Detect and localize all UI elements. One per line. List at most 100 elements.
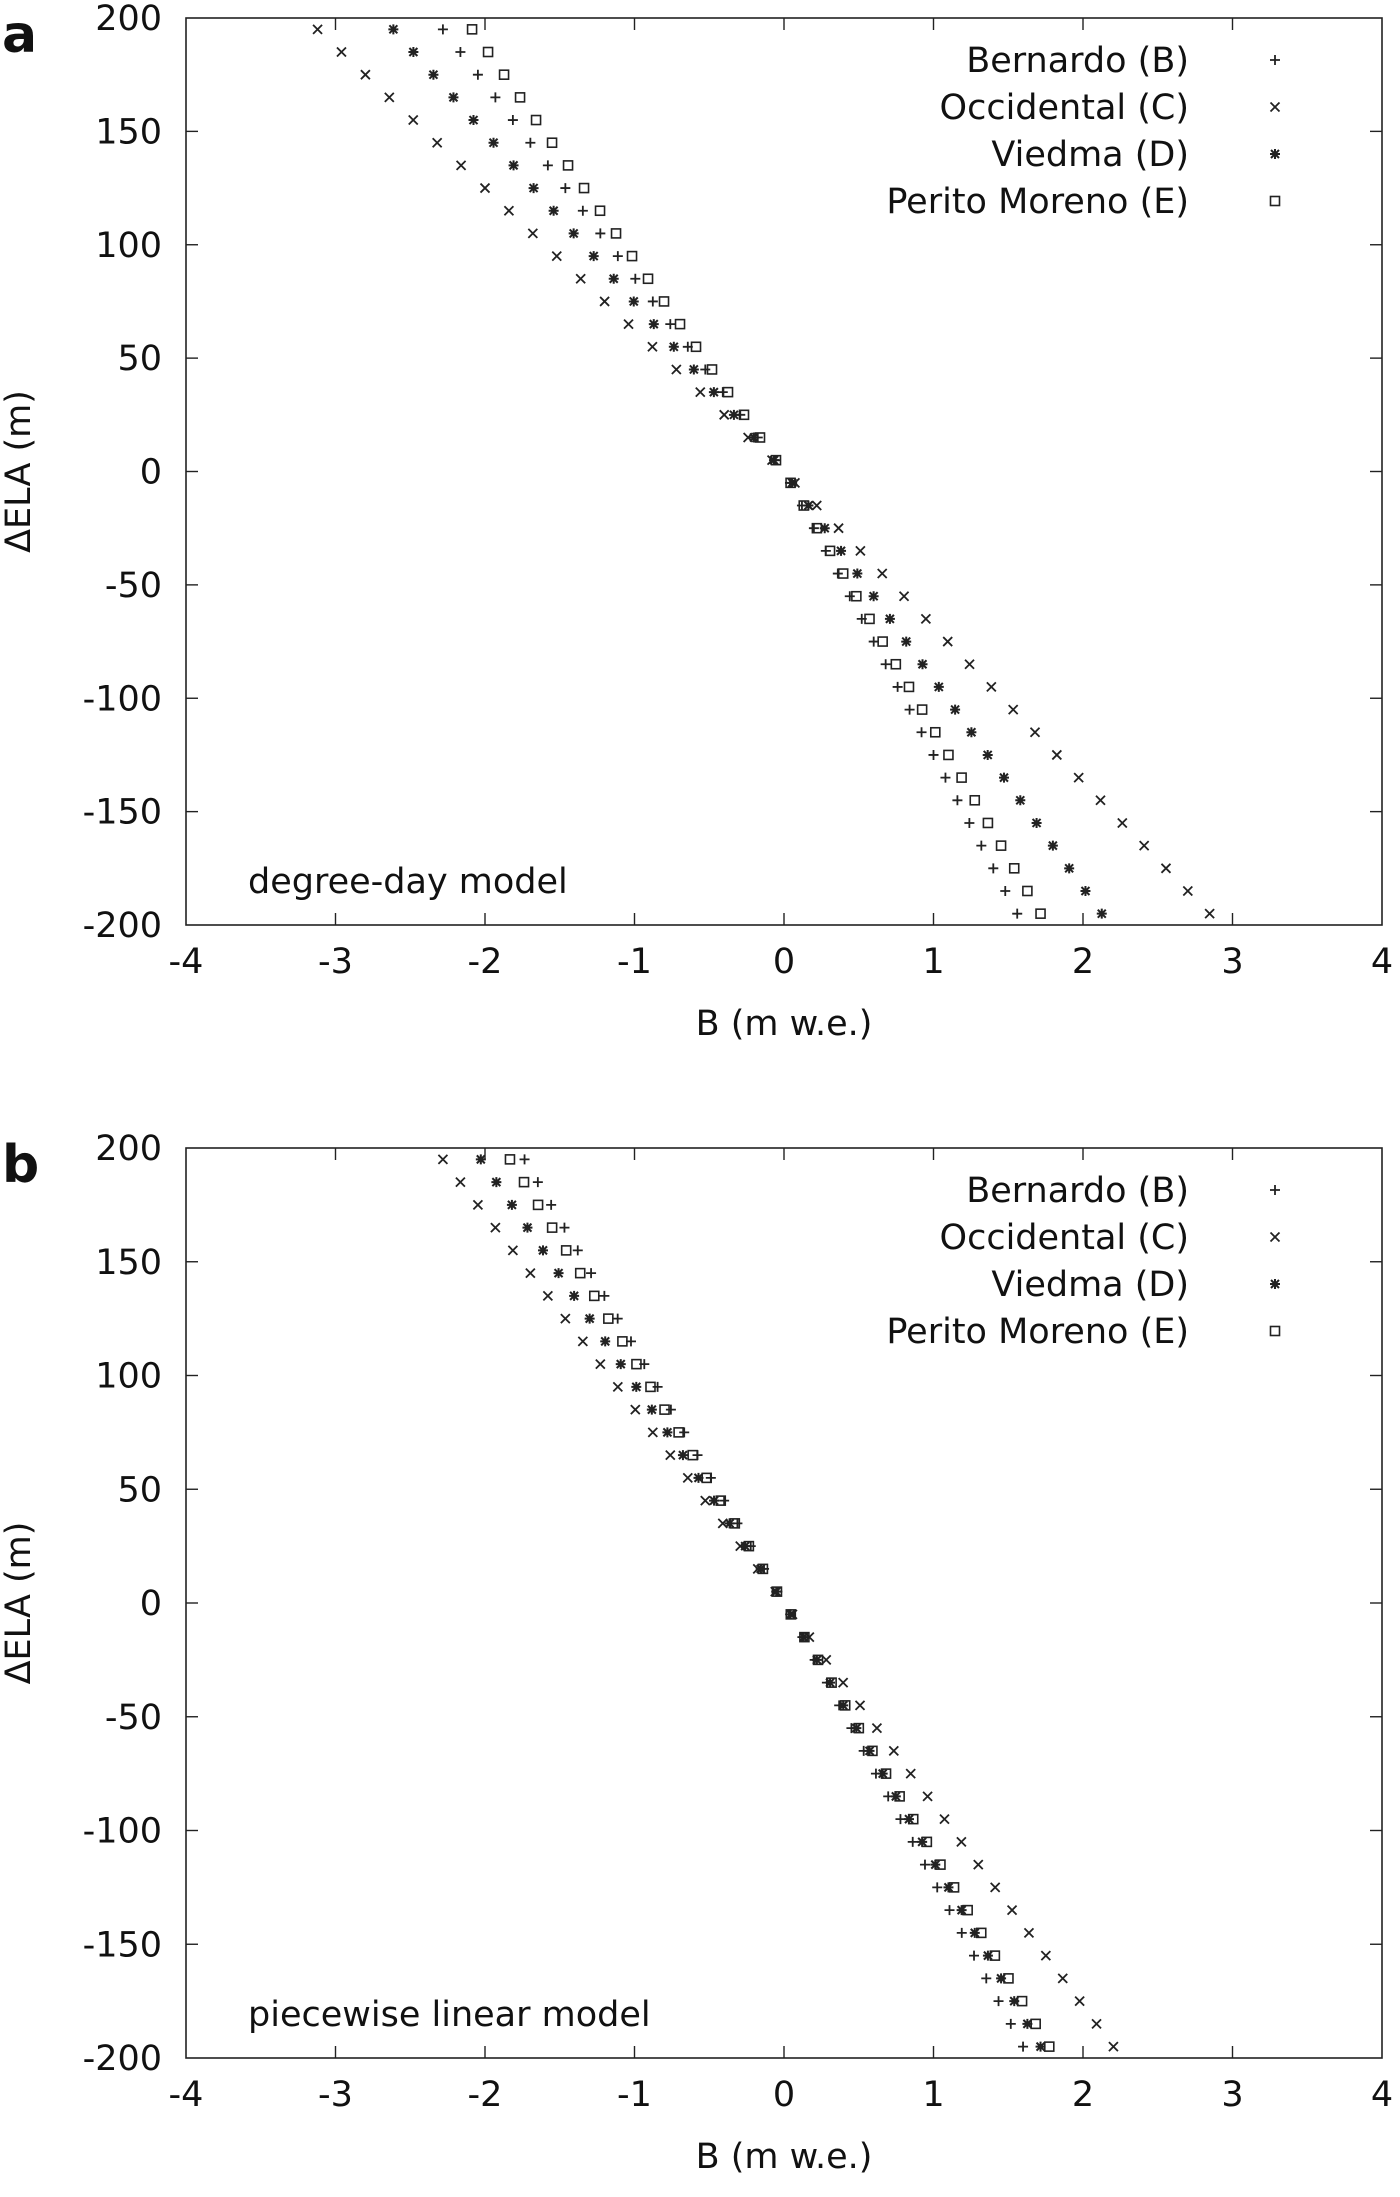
data-point [658, 296, 670, 307]
data-point [864, 613, 875, 625]
series-star [475, 1154, 1046, 2052]
data-point [982, 749, 993, 760]
x-tick-label: -3 [318, 942, 353, 982]
data-point [864, 1745, 875, 1756]
data-point [785, 1609, 797, 1620]
data-point [853, 1722, 865, 1734]
data-point [612, 251, 623, 262]
data-point [551, 250, 562, 262]
data-point [976, 840, 987, 851]
x-tick-label: 0 [773, 2075, 795, 2115]
data-point [612, 1313, 623, 1324]
data-point [1000, 885, 1011, 896]
data-point [1018, 2041, 1029, 2052]
data-point [722, 386, 734, 398]
data-point [785, 477, 796, 489]
data-point [584, 1313, 595, 1324]
data-point [1005, 2018, 1016, 2029]
data-point [837, 568, 849, 579]
data-point [577, 205, 588, 216]
data-point [868, 636, 879, 647]
data-point [1117, 817, 1128, 829]
data-point [1008, 704, 1019, 715]
data-point [631, 1358, 642, 1370]
panel-label: b [2, 1135, 39, 1195]
data-point [871, 1722, 883, 1734]
data-point [336, 46, 347, 58]
legend-marker [1270, 1185, 1280, 1195]
data-point [812, 1654, 824, 1666]
x-tick-label: 2 [1072, 942, 1094, 982]
y-tick-label: -100 [83, 1812, 162, 1852]
data-point [1022, 885, 1033, 897]
data-point [1091, 2018, 1102, 2030]
data-point [719, 409, 730, 420]
data-point [504, 1154, 516, 1165]
data-point [1029, 727, 1041, 738]
data-point [695, 387, 706, 398]
data-point [647, 341, 658, 352]
data-point [973, 1859, 984, 1870]
data-point [824, 545, 836, 557]
data-point [645, 1381, 656, 1393]
data-point [1139, 840, 1150, 851]
data-point [628, 296, 639, 307]
data-point [1043, 2041, 1055, 2052]
data-point [514, 92, 526, 103]
x-tick-label: -4 [169, 942, 204, 982]
data-point [1051, 749, 1062, 761]
data-point [693, 1472, 704, 1483]
data-point [868, 591, 879, 602]
data-point [1015, 795, 1026, 806]
data-point [631, 1381, 642, 1392]
data-point [700, 364, 711, 375]
data-point [647, 1427, 658, 1438]
data-point [1047, 840, 1058, 851]
data-point [988, 863, 999, 874]
data-point [942, 636, 953, 647]
data-point [894, 1791, 905, 1802]
data-point [905, 1768, 916, 1779]
data-point [559, 1222, 570, 1233]
data-point [833, 523, 844, 534]
data-point [630, 1404, 641, 1415]
data-point [1096, 908, 1107, 919]
data-point [1003, 1973, 1014, 1984]
data-point [1035, 908, 1046, 919]
data-point [738, 409, 750, 421]
data-point [933, 681, 944, 692]
data-point [892, 681, 903, 692]
data-point [578, 182, 590, 194]
data-point [993, 1996, 1004, 2007]
data-point [1022, 2018, 1033, 2029]
series-star [388, 24, 1107, 919]
y-tick-label: 200 [95, 1129, 162, 1169]
data-point [626, 250, 638, 262]
x-tick-label: 3 [1221, 942, 1243, 982]
data-point [719, 1495, 730, 1506]
data-point [1008, 863, 1020, 874]
data-point [839, 1700, 851, 1711]
data-point [888, 1745, 899, 1757]
series-square [504, 1154, 1055, 2052]
data-point [743, 1540, 755, 1552]
x-tick-label: 4 [1371, 2075, 1393, 2115]
y-tick-label: 100 [95, 226, 162, 266]
plot-frame [185, 17, 1383, 926]
data-point [832, 568, 843, 579]
data-point [360, 69, 371, 80]
legend-marker [1269, 1325, 1281, 1337]
data-point [754, 432, 766, 443]
data-point [408, 114, 419, 126]
x-tick-label: 1 [922, 942, 944, 982]
data-point [798, 500, 810, 511]
data-point [665, 319, 676, 330]
data-point [528, 183, 539, 194]
data-point [950, 704, 961, 715]
data-point [956, 1927, 967, 1938]
data-point [1064, 863, 1075, 874]
data-point [700, 1495, 711, 1506]
data-point [966, 727, 977, 738]
data-point [922, 1791, 933, 1802]
